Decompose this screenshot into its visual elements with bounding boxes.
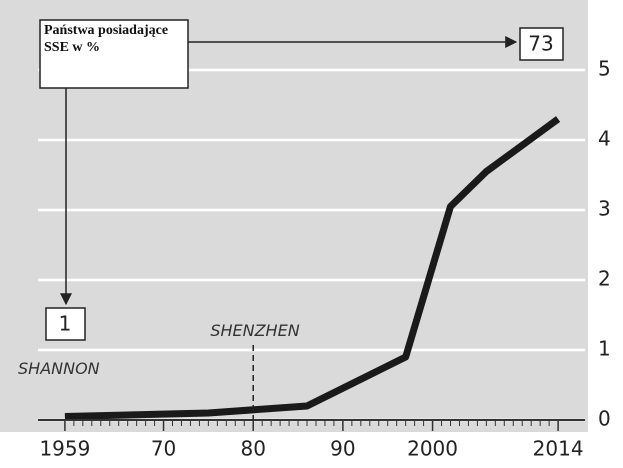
start-value: 1 bbox=[59, 312, 72, 336]
annotation-box-text-wrap: Państwa posiadające SSE w % bbox=[44, 23, 169, 55]
shenzhen-label: SHENZHEN bbox=[210, 321, 299, 340]
value-box bbox=[45, 307, 86, 341]
x-tick-label: 1959 bbox=[39, 437, 90, 461]
line bbox=[64, 116, 561, 420]
y-tick-label: 0 bbox=[598, 407, 611, 431]
y-tick-label: 1 bbox=[598, 337, 611, 361]
x-tick-label: 2014 bbox=[533, 437, 584, 461]
x-tick-label: 80 bbox=[240, 437, 265, 461]
y-tick-label: 5 bbox=[598, 57, 611, 81]
end-value: 73 bbox=[528, 32, 553, 56]
y-tick-label: 4 bbox=[598, 127, 611, 151]
x-tick-label: 70 bbox=[151, 437, 176, 461]
value-box bbox=[519, 27, 564, 61]
annotation-box-text: Państwa posiadające SSE w % bbox=[44, 23, 169, 55]
y-tick-label: 2 bbox=[598, 267, 611, 291]
annotation-box bbox=[39, 19, 189, 89]
y-tick-label: 3 bbox=[598, 197, 611, 221]
x-tick-label: 90 bbox=[330, 437, 355, 461]
shannon-label: SHANNON bbox=[18, 359, 100, 378]
x-tick-label: 2000 bbox=[407, 437, 458, 461]
